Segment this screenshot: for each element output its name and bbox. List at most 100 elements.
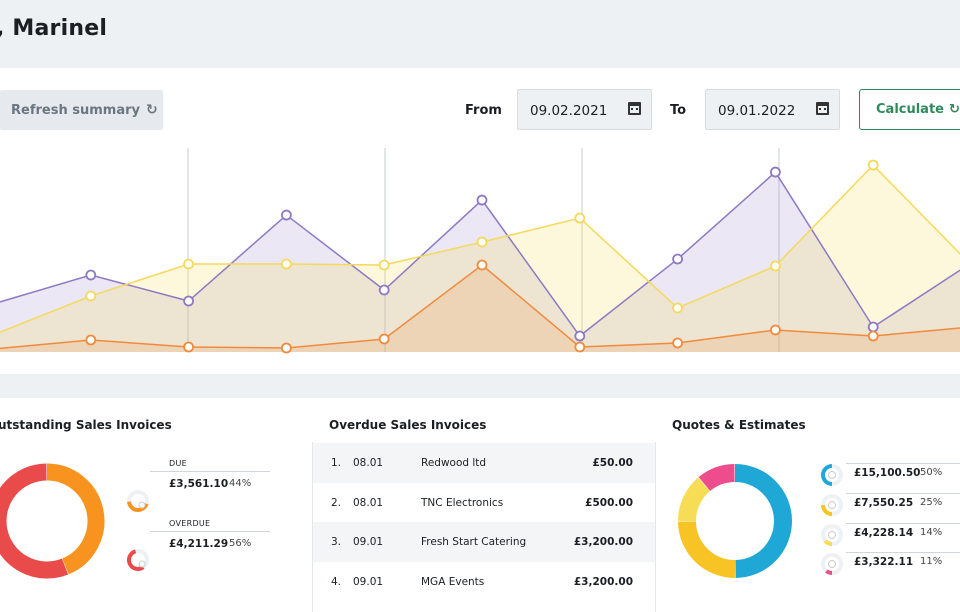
row-customer: Redwood ltd — [421, 457, 487, 469]
mini-dot — [828, 471, 836, 479]
due-legend-icon — [127, 490, 149, 512]
purple-data-point[interactable] — [867, 321, 879, 333]
donut-segment — [46, 463, 105, 575]
orange-data-point[interactable] — [378, 333, 390, 345]
mini-dot — [138, 501, 146, 509]
table-row[interactable]: 1. 08.01 Redwood ltd £50.00 — [313, 443, 655, 483]
outstanding-donut — [0, 463, 105, 579]
quote-legend-icon — [818, 550, 846, 578]
purple-data-point[interactable] — [574, 330, 586, 342]
row-amount: £500.00 — [585, 496, 633, 509]
calendar-icon[interactable] — [628, 102, 641, 115]
mini-arc — [825, 569, 833, 575]
to-date-value: 09.01.2022 — [718, 103, 796, 119]
purple-data-point[interactable] — [378, 284, 390, 296]
mini-arc — [127, 549, 145, 571]
legend-line — [150, 471, 270, 472]
card-divider — [312, 442, 313, 612]
yellow-data-point[interactable] — [280, 258, 292, 270]
mini-arc — [127, 490, 149, 505]
overdue-amount: £4,211.29 — [169, 538, 229, 550]
row-number: 3. — [331, 536, 342, 548]
calculate-button[interactable]: Calculate ↻ — [859, 89, 960, 130]
purple-data-point[interactable] — [183, 295, 195, 307]
quote-legend-icon — [818, 521, 846, 549]
yellow-data-point[interactable] — [85, 290, 97, 302]
quote-legend-svg — [821, 553, 843, 575]
due-percent: 44% — [229, 478, 252, 489]
quote-amount: £7,550.25 — [854, 497, 914, 509]
mini-arc — [821, 524, 843, 546]
mini-dot — [138, 560, 146, 568]
mini-arc — [831, 464, 843, 486]
mini-dot — [828, 560, 836, 568]
to-date-field[interactable]: 09.01.2022 — [705, 89, 840, 130]
yellow-data-point[interactable] — [183, 258, 195, 270]
from-date-value: 09.02.2021 — [530, 103, 608, 119]
purple-data-point[interactable] — [476, 194, 488, 206]
purple-data-point[interactable] — [672, 253, 683, 265]
from-date-field[interactable]: 09.02.2021 — [517, 89, 652, 130]
overdue-legend-icon — [127, 549, 149, 571]
legend-line — [150, 531, 270, 532]
quote-percent: 25% — [920, 497, 943, 508]
purple-data-point[interactable] — [280, 209, 292, 221]
quote-amount: £3,322.11 — [854, 556, 914, 568]
refresh-summary-button[interactable]: Refresh summary ↻ — [0, 90, 163, 130]
quote-percent: 14% — [920, 527, 943, 538]
purple-data-point[interactable] — [85, 269, 97, 281]
orange-data-point[interactable] — [476, 259, 488, 271]
quotes-donut — [678, 464, 792, 578]
orange-data-point[interactable] — [770, 324, 781, 336]
mini-arc — [821, 494, 843, 516]
mini-arc — [821, 504, 833, 516]
area-chart — [0, 148, 960, 354]
yellow-data-point[interactable] — [378, 259, 390, 271]
row-date: 09.01 — [353, 536, 384, 548]
refresh-icon: ↻ — [145, 102, 158, 118]
legend-line — [846, 552, 960, 553]
table-row[interactable]: 2. 08.01 TNC Electronics £500.00 — [313, 483, 655, 523]
donut-segment — [678, 520, 736, 578]
mini-arc — [821, 464, 833, 486]
outstanding-invoices-title: utstanding Sales Invoices — [0, 418, 172, 432]
mini-arc — [823, 539, 833, 546]
mini-arc — [127, 501, 149, 512]
orange-data-point[interactable] — [867, 330, 879, 342]
donut-segment — [734, 464, 792, 578]
quote-percent: 11% — [920, 556, 943, 567]
orange-data-point[interactable] — [672, 337, 683, 349]
yellow-data-point[interactable] — [476, 236, 488, 248]
yellow-data-point[interactable] — [867, 159, 879, 171]
quote-amount: £4,228.14 — [854, 527, 914, 539]
orange-data-point[interactable] — [574, 341, 586, 353]
orange-data-point[interactable] — [85, 334, 97, 346]
from-label: From — [465, 103, 502, 118]
mini-arc — [821, 553, 843, 575]
yellow-data-point[interactable] — [770, 260, 781, 272]
table-row[interactable]: 4. 09.01 MGA Events £3,200.00 — [313, 562, 655, 602]
greeting-title: , Marinel — [0, 16, 108, 41]
quote-legend-icon — [818, 461, 846, 489]
donut-segment — [678, 477, 711, 522]
quote-percent: 50% — [920, 467, 943, 478]
calculate-label: Calculate — [876, 102, 944, 117]
card-divider — [655, 442, 656, 612]
overdue-invoices-table: 1. 08.01 Redwood ltd £50.00 2. 08.01 TNC… — [313, 443, 655, 601]
orange-data-point[interactable] — [280, 342, 292, 354]
row-date: 08.01 — [353, 496, 384, 509]
row-amount: £3,200.00 — [573, 575, 633, 588]
yellow-series-area — [0, 165, 960, 352]
row-number: 4. — [331, 575, 342, 588]
mini-dot — [828, 501, 836, 509]
summary-chart — [0, 148, 960, 374]
overdue-invoices-title: Overdue Sales Invoices — [329, 418, 487, 432]
purple-data-point[interactable] — [770, 166, 781, 178]
calendar-icon[interactable] — [816, 102, 829, 115]
table-row[interactable]: 3. 09.01 Fresh Start Catering £3,200.00 — [313, 522, 655, 562]
row-number: 2. — [331, 496, 342, 509]
yellow-data-point[interactable] — [672, 302, 683, 314]
to-label: To — [670, 103, 687, 118]
yellow-data-point[interactable] — [574, 212, 586, 224]
orange-data-point[interactable] — [183, 341, 195, 353]
